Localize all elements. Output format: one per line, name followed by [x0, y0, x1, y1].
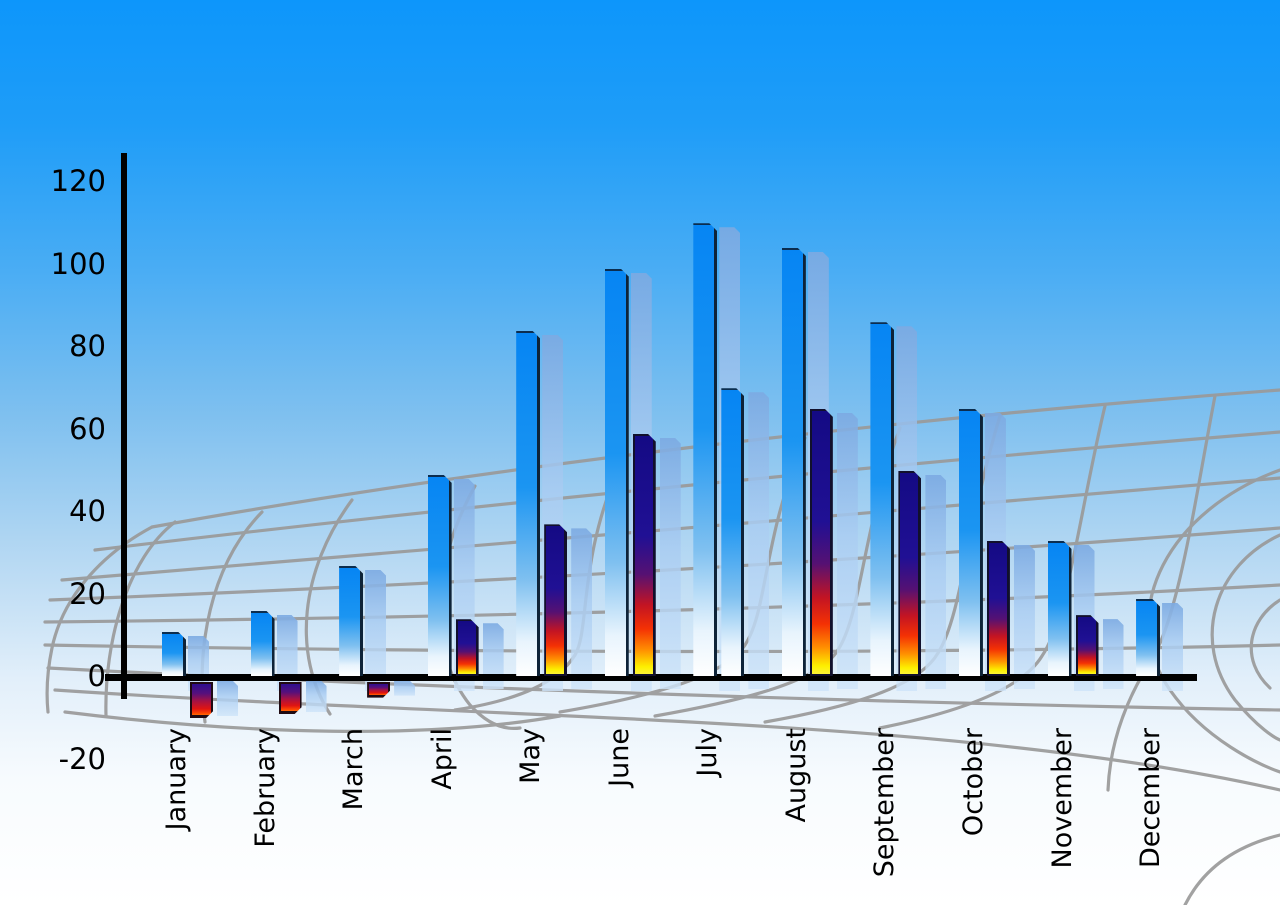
- bar-shadow-primary-december: [1162, 603, 1183, 691]
- bar-primary-august: [782, 248, 806, 676]
- bar-secondary-july: [721, 388, 744, 676]
- bar-primary-november: [1048, 541, 1072, 676]
- bar-primary-september: [870, 322, 894, 676]
- bar-shadow-secondary-july: [748, 392, 769, 689]
- bar-shadow-secondary-october: [1014, 545, 1035, 689]
- bar-secondary-october: [987, 541, 1010, 676]
- bar-shadow-secondary-march: [394, 680, 415, 696]
- bar-shadow-primary-february: [277, 615, 298, 691]
- y-axis-line: [121, 153, 127, 699]
- bar-shadow-secondary-november: [1103, 619, 1124, 689]
- bar-secondary-may: [544, 524, 567, 676]
- bar-shadow-primary-march: [365, 570, 386, 691]
- bar-secondary-march: [367, 682, 390, 698]
- bar-secondary-april: [456, 619, 479, 676]
- bar-shadow-secondary-april: [483, 623, 504, 689]
- x-tick-label-january: January: [161, 728, 192, 831]
- y-tick-label-40: 40: [69, 494, 106, 528]
- x-tick-label-april: April: [426, 728, 458, 790]
- y-tick-label-20: 20: [69, 576, 106, 611]
- x-tick-label-may: May: [515, 728, 547, 784]
- bar-secondary-august: [810, 409, 833, 676]
- y-tick-label-80: 80: [69, 329, 106, 363]
- x-tick-label-february: February: [249, 728, 281, 848]
- y-tick-label-60: 60: [69, 411, 106, 446]
- x-tick-label-june: June: [603, 728, 635, 787]
- bar-primary-october: [959, 409, 983, 676]
- bar-primary-february: [251, 611, 275, 676]
- x-tick-label-october: October: [957, 728, 989, 837]
- bar-primary-june: [605, 269, 629, 676]
- bar-secondary-september: [898, 471, 921, 676]
- bar-shadow-secondary-february: [306, 680, 327, 712]
- x-tick-label-september: September: [869, 728, 901, 878]
- bar-shadow-secondary-january: [217, 680, 238, 716]
- x-tick-label-august: August: [780, 728, 812, 823]
- bar-primary-january: [162, 632, 186, 676]
- bar-primary-july: [693, 223, 717, 676]
- bar-secondary-june: [633, 434, 656, 676]
- x-tick-label-july: July: [692, 728, 724, 777]
- bar-shadow-secondary-may: [571, 528, 592, 689]
- x-tick-label-november: November: [1046, 728, 1078, 869]
- y-tick-label-120: 120: [50, 164, 106, 198]
- y-tick-label-100: 100: [50, 246, 106, 281]
- bar-primary-march: [339, 566, 363, 676]
- bar-shadow-secondary-september: [925, 475, 946, 689]
- x-tick-label-march: March: [338, 728, 370, 811]
- bar-primary-may: [516, 331, 540, 677]
- bar-shadow-secondary-august: [837, 413, 858, 689]
- bar-secondary-february: [279, 682, 302, 714]
- bar-secondary-january: [190, 682, 213, 718]
- y-tick-label-0: 0: [87, 659, 106, 693]
- bar-secondary-november: [1076, 615, 1099, 676]
- y-tick-label--20: -20: [58, 741, 106, 776]
- x-axis-baseline: [105, 674, 1197, 681]
- bar-primary-april: [428, 475, 452, 676]
- bar-shadow-secondary-june: [660, 438, 681, 689]
- x-tick-label-december: December: [1135, 728, 1167, 869]
- bar-primary-december: [1136, 599, 1160, 676]
